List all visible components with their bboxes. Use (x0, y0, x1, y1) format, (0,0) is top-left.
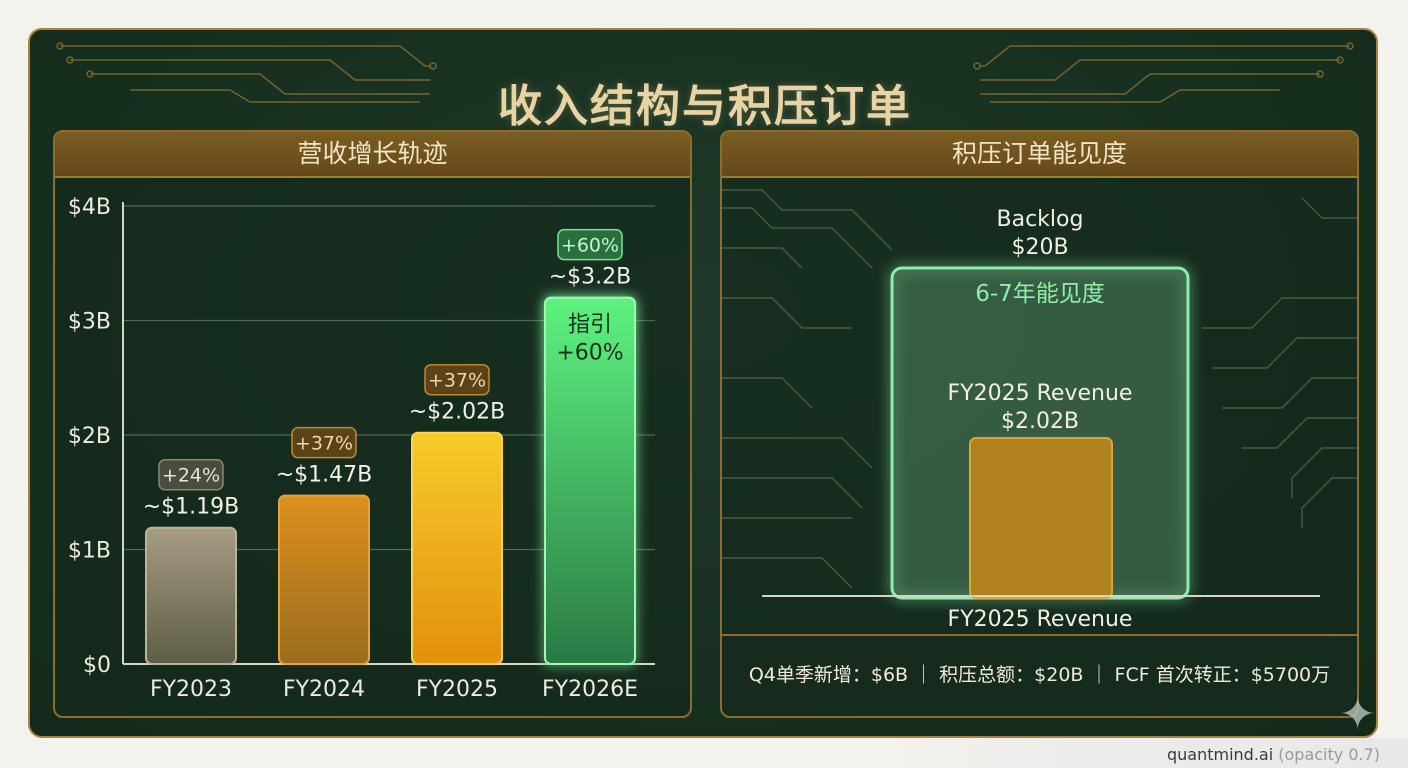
sparkle-icon: ✦ (1339, 689, 1376, 740)
y-tick-label: $3B (68, 310, 111, 335)
circuit-decoration-right (722, 189, 1357, 589)
brand-name: quantmind.ai (1166, 745, 1274, 764)
backlog-panel: 积压订单能见度 (720, 130, 1359, 718)
revenue-panel-title: 营收增长轨迹 (55, 132, 690, 178)
x-tick-label: FY2025 (416, 677, 498, 702)
backlog-xaxis-label: FY2025 Revenue (948, 607, 1133, 632)
x-tick-label: FY2024 (283, 677, 365, 702)
value-label: ~$3.2B (549, 265, 632, 290)
y-tick-label: $1B (68, 539, 111, 564)
growth-label: +37% (428, 370, 486, 392)
growth-badge (158, 458, 224, 491)
revenue-value-label: $2.02B (1001, 409, 1079, 434)
y-tick-label: $0 (83, 653, 111, 678)
value-label: ~$1.47B (276, 463, 373, 488)
bottom-fade (880, 738, 1408, 768)
x-tick-label: FY2023 (150, 677, 232, 702)
circuit-decoration-top (56, 42, 1354, 103)
growth-label: +37% (295, 433, 353, 455)
revenue-name-label: FY2025 Revenue (948, 381, 1133, 406)
growth-label: +24% (162, 465, 220, 487)
value-label: ~$1.19B (143, 495, 240, 520)
brand-note: (opacity 0.7) (1278, 745, 1380, 764)
revenue-bar-chart: $0 $1B $2B $3B $4B FY2023 ~$1.19B +24% FY2024 ~$1… (68, 195, 655, 702)
growth-label: +60% (561, 235, 619, 257)
revenue-panel: 营收增长轨迹 $0 $1B $2B $3B $ (53, 130, 692, 718)
x-tick-label: FY2026E (542, 677, 638, 702)
bar-fy2024 (278, 494, 370, 665)
bar-fy2025 (411, 431, 503, 665)
bar-fy2023 (145, 526, 237, 665)
value-label: ~$2.02B (409, 400, 506, 425)
key-metrics-bar: Q4单季新增：$6B ｜ 积压总额：$20B ｜ FCF 首次转正：$5700万 (722, 634, 1357, 716)
growth-badge (557, 228, 623, 261)
backlog-name-label: Backlog (997, 207, 1084, 232)
guidance-label: +60% (556, 341, 623, 366)
fy2025-revenue-box (969, 437, 1113, 599)
backlog-value-label: $20B (1011, 235, 1068, 260)
guidance-label: 指引 (568, 313, 612, 338)
backlog-panel-title: 积压订单能见度 (722, 132, 1357, 178)
growth-badge (424, 363, 490, 396)
backlog-visibility-label: 6-7年能见度 (975, 281, 1105, 307)
growth-badge (291, 426, 357, 459)
main-title: 收入结构与积压订单 (498, 81, 912, 132)
slide-frame: 收入结构与积压订单 营收增长轨迹 (28, 28, 1378, 738)
y-tick-label: $2B (68, 424, 111, 449)
y-tick-label: $4B (68, 195, 111, 220)
brand-watermark: quantmind.ai (opacity 0.7) (1167, 745, 1380, 764)
backlog-chart: Backlog $20B 6-7年能见度 FY2025 Revenue $2.0… (722, 189, 1357, 632)
bar-fy2026e (544, 296, 636, 665)
